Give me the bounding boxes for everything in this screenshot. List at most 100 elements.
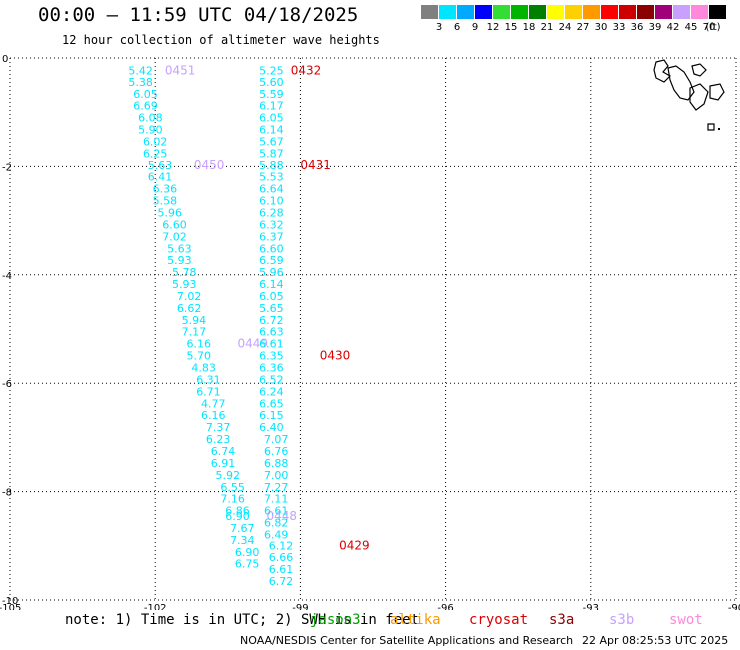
wave-height-reading: 7.17	[182, 326, 207, 339]
wave-height-reading: 6.61	[269, 563, 294, 576]
wave-height-reading: 5.63	[148, 159, 173, 172]
scale-swatch	[529, 5, 546, 19]
scale-swatch	[583, 5, 600, 19]
wave-height-reading: 6.05	[259, 112, 284, 125]
generated-timestamp: 22 Apr 08:25:53 UTC 2025	[582, 634, 729, 647]
mission-label: s3a	[549, 612, 575, 628]
scale-label: 21	[540, 22, 554, 33]
wave-height-reading: 6.32	[259, 218, 284, 231]
lat-tick-label: 0	[2, 54, 8, 65]
galapagos-islands	[653, 59, 725, 131]
wave-height-reading: 6.36	[259, 362, 284, 375]
track-time-label: 0431	[300, 158, 331, 172]
scale-swatch	[493, 5, 510, 19]
lon-tick-label: -93	[583, 603, 599, 610]
mission-label: s3b	[609, 612, 635, 628]
wave-height-reading: 6.16	[187, 338, 212, 351]
scale-swatch	[673, 5, 690, 19]
wave-height-reading: 6.72	[269, 575, 294, 588]
wave-height-reading: 5.70	[187, 350, 212, 363]
wave-height-reading: 5.67	[259, 136, 284, 149]
scale-swatch	[637, 5, 654, 19]
track-time-label: 0430	[320, 349, 351, 363]
scale-swatch	[565, 5, 582, 19]
wave-height-reading: 5.96	[259, 266, 284, 279]
scale-label: 70	[702, 22, 716, 33]
wave-height-reading: 6.55	[220, 481, 245, 494]
wave-height-reading: 6.10	[259, 195, 284, 208]
wave-height-reading: 6.69	[133, 100, 158, 113]
altimeter-map: 0 -2 -4 -6 -8 -10-105 -102 -99 -96 -93 -90 5.425.3…	[0, 54, 740, 610]
wave-height-reading: 6.31	[196, 373, 221, 386]
scale-swatch	[439, 5, 456, 19]
wave-height-reading: 6.28	[259, 207, 284, 220]
wave-height-reading: 6.41	[148, 171, 173, 184]
wave-height-reading: 6.60	[259, 242, 284, 255]
wave-height-reading: 5.88	[259, 159, 284, 172]
wave-height-reading: 6.62	[177, 302, 202, 315]
wave-height-reading: 7.37	[206, 421, 231, 434]
wave-height-reading: 6.90	[225, 510, 250, 523]
wave-height-reading: 5.92	[216, 469, 241, 482]
scale-swatch	[619, 5, 636, 19]
wave-height-reading: 6.72	[259, 314, 284, 327]
scale-label: 6	[453, 22, 461, 33]
footnote: note: 1) Time is in UTC; 2) SWH is in fe…	[65, 612, 420, 628]
wave-height-reading: 6.23	[206, 433, 231, 446]
lon-tick-label: -90	[728, 603, 740, 610]
wave-height-reading: 6.63	[259, 326, 284, 339]
wave-height-reading: 6.05	[133, 88, 158, 101]
wave-height-reading: 5.59	[259, 88, 284, 101]
lat-tick-label: -6	[2, 379, 12, 390]
wave-height-reading: 5.94	[182, 314, 207, 327]
wave-height-reading: 5.60	[259, 76, 284, 89]
wave-height-reading: 7.02	[162, 230, 187, 243]
wave-height-reading: 6.76	[264, 445, 289, 458]
wave-height-reading: 6.74	[211, 445, 236, 458]
page-subtitle: 12 hour collection of altimeter wave hei…	[62, 33, 380, 47]
wave-height-reading: 6.61	[259, 338, 284, 351]
wave-height-reading: 6.60	[162, 218, 187, 231]
scale-label: 33	[612, 22, 626, 33]
lon-tick-label: -102	[144, 603, 167, 610]
wave-height-reading: 6.82	[264, 517, 289, 530]
scale-swatch	[547, 5, 564, 19]
island-outline	[707, 123, 715, 131]
wave-height-reading: 5.65	[259, 302, 284, 315]
scale-label: 42	[666, 22, 680, 33]
wave-height-reading: 6.12	[269, 539, 294, 552]
wave-height-reading: 6.91	[211, 457, 236, 470]
scale-swatch	[457, 5, 474, 19]
scale-label: 30	[594, 22, 608, 33]
island-outline	[709, 83, 725, 101]
wave-height-reading: 6.64	[259, 183, 284, 196]
wave-height-reading: 6.08	[138, 112, 163, 125]
wave-height-reading: 6.49	[264, 528, 289, 541]
island-outline	[667, 65, 695, 101]
island-outline	[691, 63, 707, 77]
mission-label: cryosat	[469, 612, 529, 628]
wave-height-reading: 7.34	[230, 534, 255, 547]
track-time-label: 0450	[194, 158, 225, 172]
wave-height-reading: 7.00	[264, 469, 289, 482]
track-time-label: 0451	[165, 64, 196, 78]
track-time-label: 0429	[339, 538, 370, 552]
mission-label: swot	[669, 612, 703, 628]
wave-height-reading: 5.58	[153, 195, 178, 208]
wave-height-reading: 5.38	[128, 76, 153, 89]
scale-label: 15	[504, 22, 518, 33]
wave-height-reading: 6.14	[259, 124, 284, 137]
wave-height-reading: 7.27	[264, 481, 289, 494]
wave-height-reading: 6.02	[143, 136, 168, 149]
wave-height-reading: 6.61	[264, 505, 289, 518]
wave-height-reading: 5.87	[259, 147, 284, 160]
scale-swatch	[691, 5, 708, 19]
wave-height-reading: 6.71	[196, 385, 221, 398]
wave-height-reading: 7.11	[264, 493, 289, 506]
scale-unit: (ft)	[705, 22, 721, 33]
wave-height-reading: 5.53	[259, 171, 284, 184]
lat-tick-label: -4	[2, 271, 12, 282]
wave-height-reading: 6.17	[259, 100, 284, 113]
wave-height-reading: 6.16	[201, 409, 226, 422]
wave-height-reading: 6.24	[259, 385, 284, 398]
